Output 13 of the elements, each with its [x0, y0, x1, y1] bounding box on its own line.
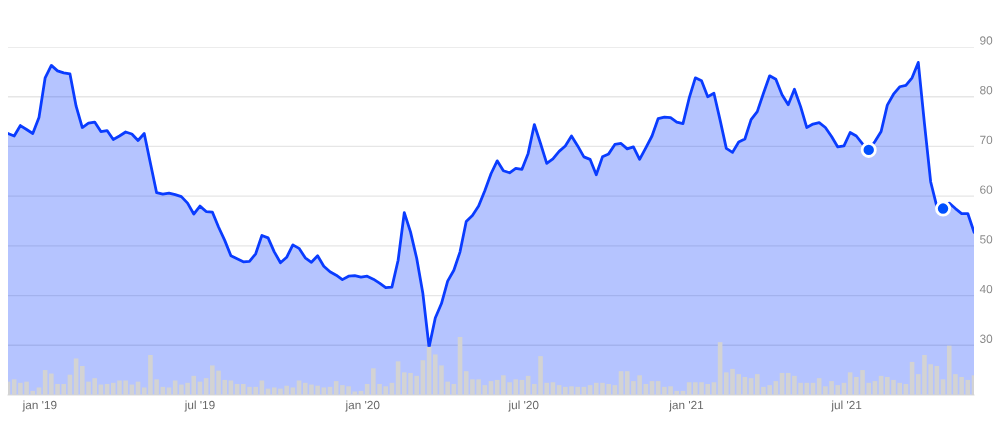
x-tick-label: jan '21 — [669, 400, 704, 412]
x-tick-label: jul '21 — [831, 400, 862, 412]
y-tick-label: 90 — [980, 36, 993, 45]
y-tick-label: 60 — [980, 185, 993, 194]
y-tick-label: 50 — [980, 235, 993, 244]
x-tick-label: jan '20 — [345, 400, 380, 412]
y-tick-label: 70 — [980, 135, 993, 145]
y-tick-label: 30 — [980, 334, 993, 343]
y-tick-label: 40 — [979, 284, 993, 294]
x-tick-label: jul '20 — [508, 400, 539, 412]
y-tick-label: 80 — [980, 86, 993, 95]
x-tick-label: jul '19 — [184, 400, 215, 412]
x-tick-label: jan '19 — [22, 400, 57, 412]
